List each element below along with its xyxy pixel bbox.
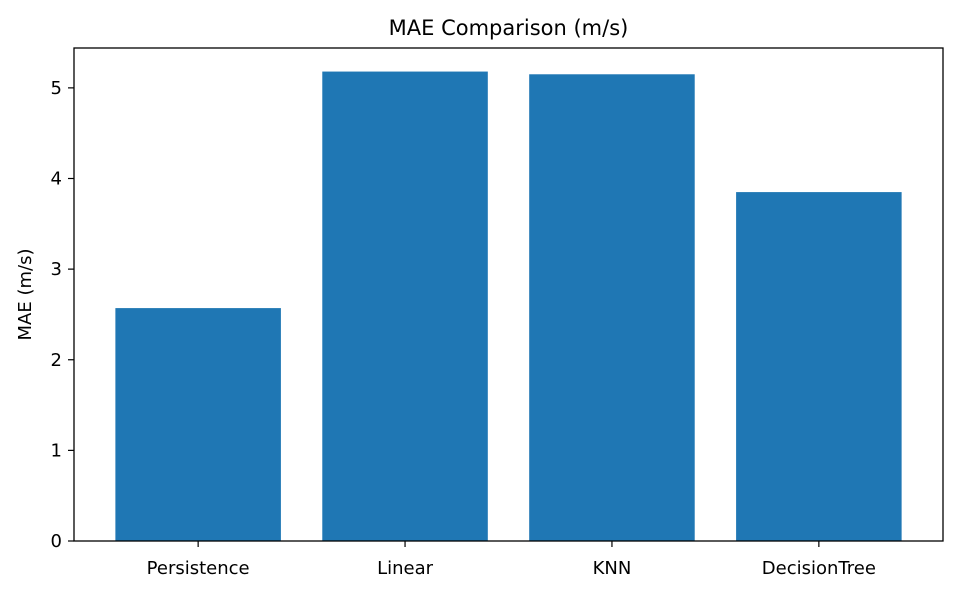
y-tick-label: 3 bbox=[51, 259, 62, 280]
y-axis-title: MAE (m/s) bbox=[15, 249, 36, 341]
plot-frame bbox=[73, 47, 944, 542]
y-ticks-group: 0 1 2 3 4 5 bbox=[51, 78, 74, 552]
bar-knn bbox=[529, 74, 695, 541]
bar-persistence bbox=[115, 308, 281, 541]
y-tick-label: 2 bbox=[51, 350, 62, 371]
y-tick-label: 0 bbox=[51, 531, 62, 552]
chart-title: MAE Comparison (m/s) bbox=[389, 16, 629, 40]
x-tick-label: KNN bbox=[593, 558, 632, 579]
x-tick-label: Linear bbox=[377, 558, 434, 579]
y-tick-label: 1 bbox=[51, 440, 62, 461]
x-tick-label: DecisionTree bbox=[762, 558, 876, 579]
bar-decisiontree bbox=[736, 192, 902, 541]
x-tick-label: Persistence bbox=[147, 558, 250, 579]
bars-group bbox=[115, 71, 902, 541]
x-ticks-group: Persistence Linear KNN DecisionTree bbox=[147, 541, 876, 579]
y-tick-label: 5 bbox=[51, 78, 62, 99]
y-tick-label: 4 bbox=[51, 169, 62, 190]
bar-linear bbox=[322, 71, 488, 541]
